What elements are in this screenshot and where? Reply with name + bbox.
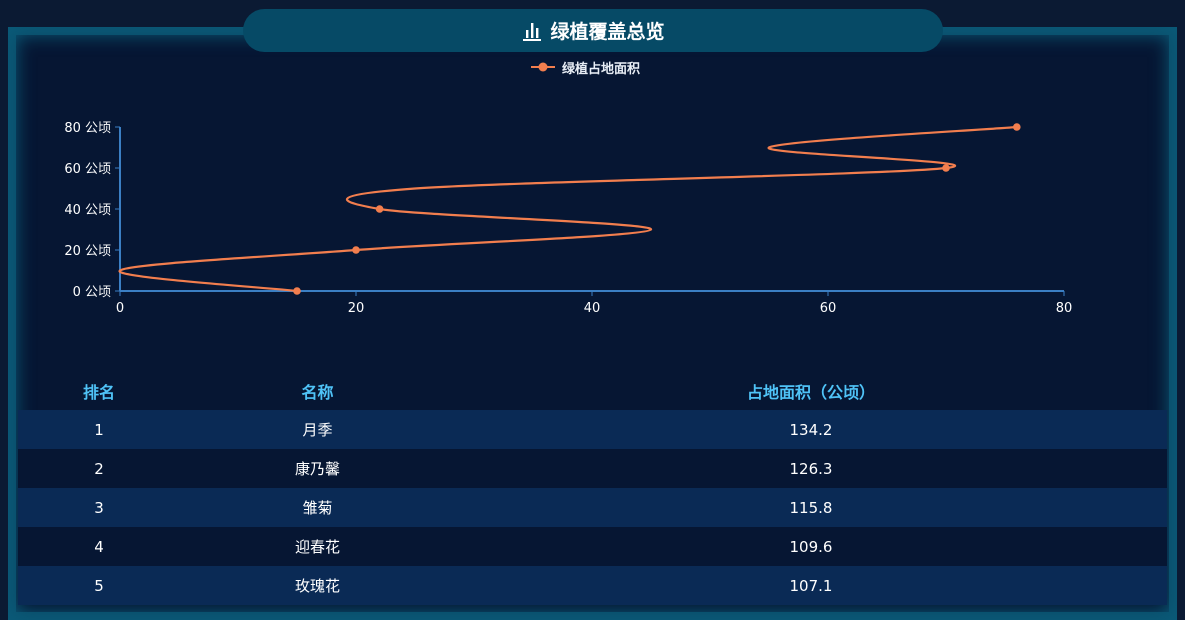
data-point[interactable] [352,246,360,254]
table-header: 排名 名称 占地面积（公顷） [18,372,1167,410]
cell-area: 134.2 [789,420,833,439]
series-line [118,125,1017,293]
header-rank: 排名 [82,383,115,402]
y-tick-label: 20 公顷 [64,244,111,259]
x-tick-label: 20 [348,301,365,316]
y-tick-label: 40 公顷 [64,203,111,218]
cell-name: 玫瑰花 [294,577,340,595]
x-tick-label: 80 [1056,301,1073,316]
table-row: 2 康乃馨 126.3 [18,449,1167,488]
y-tick-label: 0 公顷 [73,285,111,300]
data-point[interactable] [375,205,384,213]
legend-line-marker-icon [531,62,555,72]
cell-area: 126.3 [789,459,833,478]
cell-rank: 3 [94,498,104,517]
cell-rank: 1 [94,420,104,439]
ranking-table: 排名 名称 占地面积（公顷） 1 月季 134.2 2 康乃馨 126.3 3 … [18,372,1167,605]
cell-name: 康乃馨 [294,460,340,478]
bar-chart-icon [523,22,542,41]
data-point[interactable] [1013,123,1021,131]
page-title: 绿植覆盖总览 [550,21,665,43]
cell-rank: 5 [94,576,104,595]
table-row: 5 玫瑰花 107.1 [18,566,1167,605]
cell-name: 雏菊 [302,499,333,517]
table-row: 1 月季 134.2 [18,410,1167,449]
cell-area: 109.6 [789,537,833,556]
cell-area: 115.8 [789,498,833,517]
data-point[interactable] [942,164,950,172]
cell-rank: 2 [94,459,104,478]
header-name: 名称 [301,383,334,402]
cell-rank: 4 [94,537,104,556]
x-tick-label: 0 [116,301,124,316]
table-row: 4 迎春花 109.6 [18,527,1167,566]
cell-name: 月季 [302,421,333,439]
x-tick-label: 60 [820,301,837,316]
chart-legend[interactable]: 绿植占地面积 [530,56,640,78]
y-tick-label: 60 公顷 [64,162,111,177]
header-area: 占地面积（公顷） [746,383,875,402]
panel-title-bar: 绿植覆盖总览 [243,9,943,52]
cell-name: 迎春花 [294,538,340,556]
data-point[interactable] [293,287,301,295]
y-tick-label: 80 公顷 [64,121,111,136]
x-tick-label: 40 [584,301,601,316]
cell-area: 107.1 [789,576,833,595]
legend-series-label: 绿植占地面积 [562,61,641,77]
green-area-chart: 0 公顷 20 公顷 40 公顷 60 公顷 80 公顷 0 20 40 60 80 [64,121,1073,316]
table-row: 3 雏菊 115.8 [18,488,1167,527]
